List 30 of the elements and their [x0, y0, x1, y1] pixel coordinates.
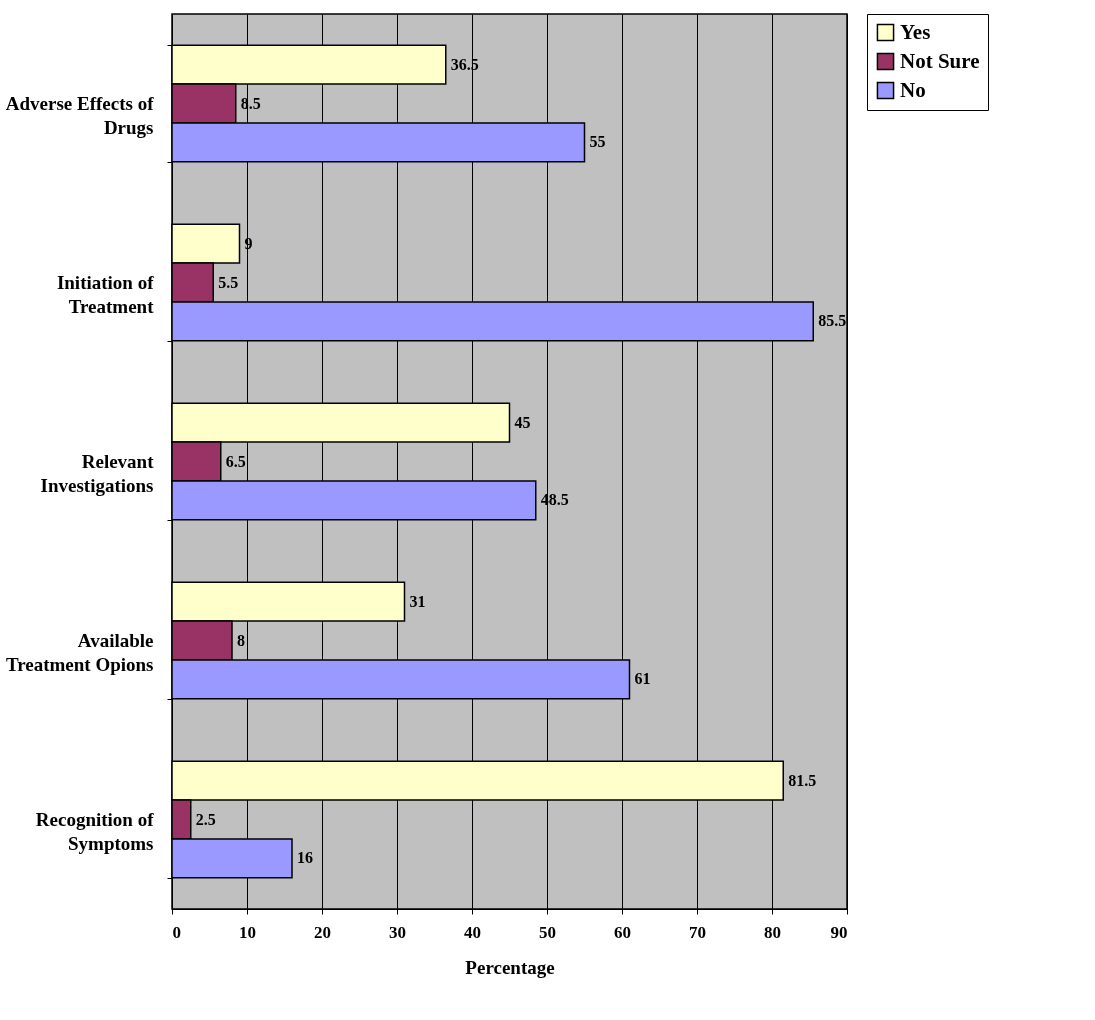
x-tick-label: 70: [689, 922, 706, 942]
x-tick-label: 60: [614, 922, 631, 942]
data-label: 6.5: [225, 452, 246, 470]
x-axis-title: Percentage: [465, 956, 555, 978]
y-tick-label: Adverse Effects of Drugs: [5, 93, 155, 138]
x-tick-label: 80: [764, 922, 781, 942]
x-tick-label: 20: [314, 922, 331, 942]
legend-label: Yes: [900, 19, 931, 44]
y-tick-label: Initiation of Treatment: [56, 272, 155, 317]
x-tick-label: 50: [539, 922, 556, 942]
data-label: 31: [409, 592, 426, 610]
data-label: 81.5: [788, 771, 817, 789]
data-label: 5.5: [218, 273, 239, 291]
y-tick-label: Available Treatment Opions: [5, 630, 154, 675]
x-tick-label: 10: [239, 922, 256, 942]
x-tick-label: 90: [830, 922, 848, 942]
data-label: 55: [589, 133, 606, 151]
x-tick-label: 30: [389, 922, 406, 942]
data-label: 85.5: [818, 312, 847, 330]
x-tick-label: 0: [172, 922, 181, 942]
data-label: 2.5: [195, 810, 216, 828]
legend-label: No: [900, 77, 926, 102]
data-label: 61: [634, 670, 651, 688]
data-label: 45: [514, 413, 531, 431]
data-label: 16: [297, 849, 313, 867]
x-tick-label: 40: [464, 922, 481, 942]
data-label: 8: [237, 631, 245, 649]
y-tick-label: Relevant Investigations: [40, 451, 155, 496]
legend-label: Not Sure: [900, 48, 980, 73]
y-tick-label: Recognition of Symptoms: [35, 809, 155, 854]
